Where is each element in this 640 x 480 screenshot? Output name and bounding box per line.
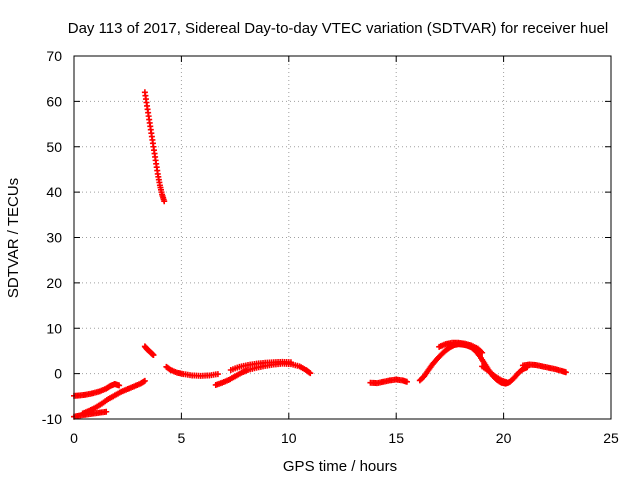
- series-small-segment: [141, 343, 157, 359]
- y-tick-label: 40: [46, 184, 62, 200]
- series-early-upper-band: [71, 381, 123, 399]
- ticks-layer: [73, 55, 612, 420]
- data-point: [562, 369, 569, 376]
- chart-title: Day 113 of 2017, Sidereal Day-to-day VTE…: [68, 20, 609, 37]
- y-tick-label: 70: [46, 48, 62, 64]
- y-tick-label: 10: [46, 320, 62, 336]
- data-point: [479, 349, 486, 356]
- series-steep-drop: [141, 89, 168, 205]
- data-point: [116, 382, 123, 389]
- data-point: [103, 408, 110, 415]
- series-afternoon-band: [436, 339, 486, 356]
- x-tick-label: 15: [388, 430, 404, 446]
- series-post-drop: [163, 363, 221, 379]
- x-tick-label: 10: [281, 430, 297, 446]
- x-axis-label: GPS time / hours: [283, 458, 397, 475]
- x-tick-label: 0: [70, 430, 78, 446]
- series-early-rising: [79, 377, 148, 417]
- data-point: [287, 359, 294, 366]
- data-point: [150, 352, 157, 359]
- y-tick-label: 30: [46, 230, 62, 246]
- x-tick-label: 25: [603, 430, 619, 446]
- y-axis-label: SDTVAR / TECUs: [5, 178, 22, 298]
- x-tick-label: 5: [178, 430, 186, 446]
- y-tick-label: 0: [54, 366, 62, 382]
- series-dip-branch: [479, 363, 511, 386]
- x-tick-label: 20: [496, 430, 512, 446]
- data-point: [161, 198, 168, 205]
- data-point: [403, 378, 410, 385]
- data-point: [504, 379, 511, 386]
- grid-layer: [74, 56, 611, 419]
- series-morning-band: [227, 358, 294, 373]
- y-tick-label: 50: [46, 139, 62, 155]
- y-tick-label: 20: [46, 275, 62, 291]
- data-point-fill: [478, 348, 485, 355]
- tick-labels-layer: 0 5 10 15 20 25 -10 0 10 20 30 40 50 60 70: [42, 48, 619, 446]
- data-point: [307, 370, 314, 377]
- data-points-layer: [71, 89, 569, 420]
- data-point: [141, 377, 148, 384]
- y-tick-label: 60: [46, 93, 62, 109]
- series-late-tail: [519, 361, 569, 376]
- data-point: [214, 371, 221, 378]
- y-tick-label: -10: [42, 411, 62, 427]
- series-afternoon-low: [367, 376, 410, 387]
